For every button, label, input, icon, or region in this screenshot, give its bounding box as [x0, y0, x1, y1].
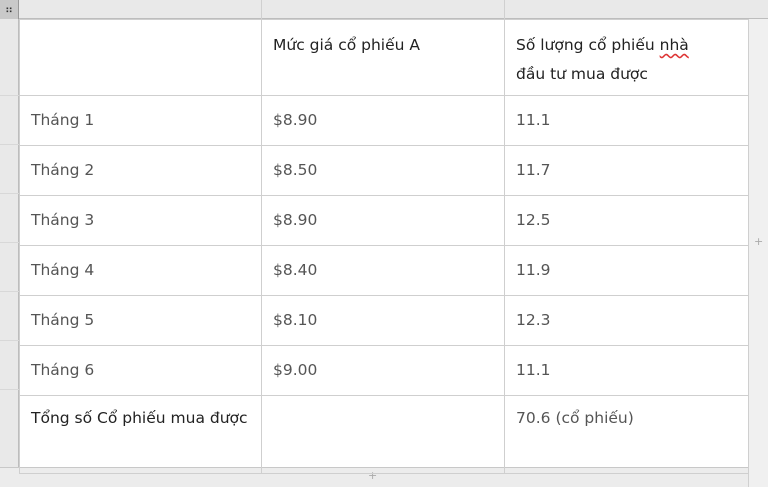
table-row: Tháng 6 $9.00 11.1: [19, 345, 749, 396]
total-row: Tổng số Cổ phiếu mua được 70.6 (cổ phiếu…: [19, 395, 749, 474]
quantity-cell[interactable]: 12.3: [504, 295, 749, 346]
spellcheck-word[interactable]: nhà: [659, 36, 689, 54]
table-row: Tháng 4 $8.40 11.9: [19, 245, 749, 296]
total-label-cell[interactable]: Tổng số Cổ phiếu mua được: [19, 395, 262, 474]
quantity-cell[interactable]: 11.1: [504, 345, 749, 396]
header-cell-quantity[interactable]: Số lượng cổ phiếu nhà đầu tư mua được: [504, 19, 749, 96]
header-text: Số lượng cổ phiếu: [516, 36, 655, 54]
price-cell[interactable]: $8.50: [261, 145, 505, 196]
column-divider: [504, 0, 505, 19]
quantity-cell[interactable]: 11.7: [504, 145, 749, 196]
row-divider: [0, 389, 19, 390]
row-divider: [0, 95, 19, 96]
data-table: Mức giá cổ phiếu A Số lượng cổ phiếu nhà…: [19, 19, 749, 474]
table-row: Tháng 5 $8.10 12.3: [19, 295, 749, 346]
quantity-cell[interactable]: 11.1: [504, 95, 749, 146]
row-divider: [0, 340, 19, 341]
month-cell[interactable]: Tháng 5: [19, 295, 262, 346]
plus-icon[interactable]: +: [368, 469, 378, 482]
total-price-cell[interactable]: [261, 395, 505, 474]
quantity-cell[interactable]: 11.9: [504, 245, 749, 296]
plus-icon[interactable]: +: [754, 235, 764, 248]
table-row: Tháng 2 $8.50 11.7: [19, 145, 749, 196]
header-cell-empty[interactable]: [19, 19, 262, 96]
month-cell[interactable]: Tháng 6: [19, 345, 262, 396]
row-divider: [0, 193, 19, 194]
price-cell[interactable]: $9.00: [261, 345, 505, 396]
drag-handle-icon[interactable]: ⠶: [0, 0, 19, 19]
month-cell[interactable]: Tháng 3: [19, 195, 262, 246]
month-cell[interactable]: Tháng 2: [19, 145, 262, 196]
row-divider: [0, 291, 19, 292]
row-header-bar[interactable]: [0, 19, 19, 467]
table-row: Tháng 3 $8.90 12.5: [19, 195, 749, 246]
total-quantity-cell[interactable]: 70.6 (cổ phiếu): [504, 395, 749, 474]
header-text: đầu tư mua được: [516, 65, 648, 83]
table-row: Tháng 1 $8.90 11.1: [19, 95, 749, 146]
header-cell-price[interactable]: Mức giá cổ phiếu A: [261, 19, 505, 96]
price-cell[interactable]: $8.40: [261, 245, 505, 296]
price-cell[interactable]: $8.10: [261, 295, 505, 346]
row-divider: [0, 242, 19, 243]
row-divider: [0, 144, 19, 145]
price-cell[interactable]: $8.90: [261, 195, 505, 246]
column-header-bar[interactable]: [0, 0, 768, 19]
column-divider: [261, 0, 262, 19]
add-column-bar[interactable]: +: [748, 19, 768, 487]
table-header-row: Mức giá cổ phiếu A Số lượng cổ phiếu nhà…: [19, 19, 749, 96]
price-cell[interactable]: $8.90: [261, 95, 505, 146]
month-cell[interactable]: Tháng 4: [19, 245, 262, 296]
month-cell[interactable]: Tháng 1: [19, 95, 262, 146]
quantity-cell[interactable]: 12.5: [504, 195, 749, 246]
